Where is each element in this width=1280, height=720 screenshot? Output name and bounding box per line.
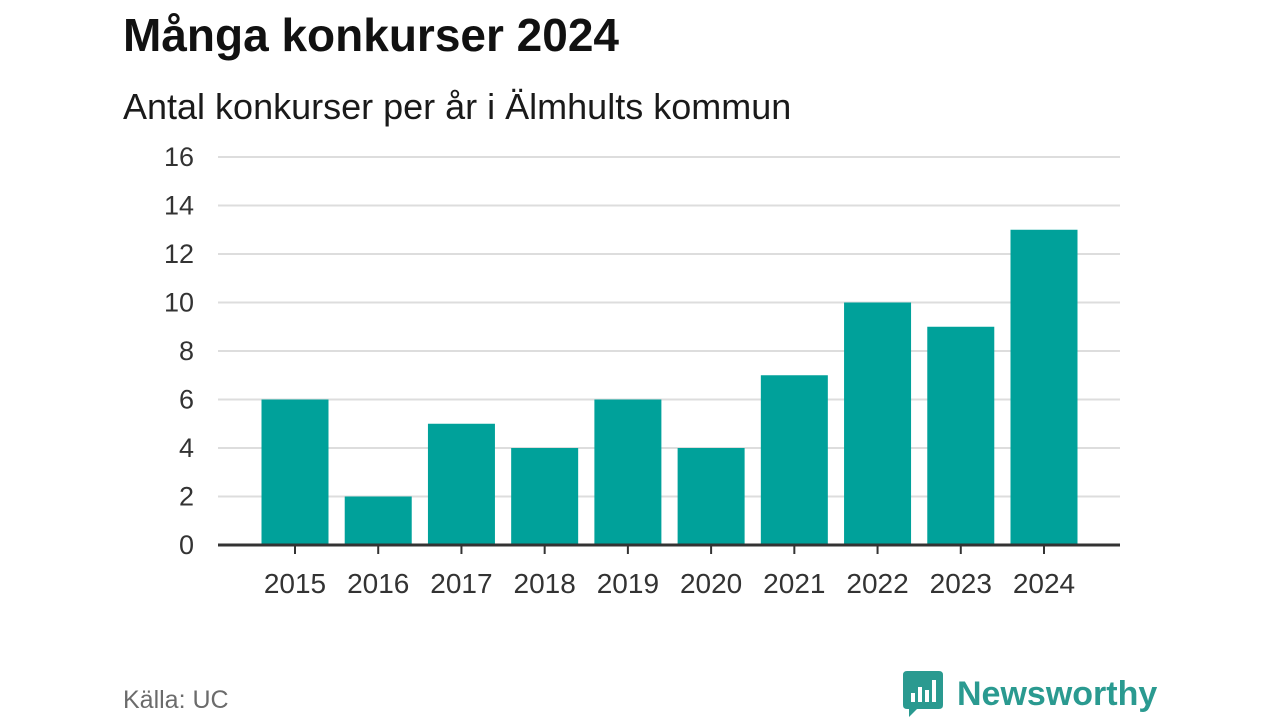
- y-tick-label: 14: [164, 191, 194, 221]
- y-tick-label: 8: [179, 336, 194, 366]
- y-tick-label: 12: [164, 239, 194, 269]
- bar: [760, 375, 828, 545]
- bar: [594, 399, 662, 545]
- y-tick-label: 6: [179, 385, 194, 415]
- x-tick-label: 2022: [846, 568, 908, 599]
- bar-chart: 0 2 4 6 8 10 12 14 16 2015 2016 2017 2018 2019 2020 202…: [164, 142, 1120, 599]
- newsworthy-logo-icon: [903, 671, 943, 717]
- x-tick-label: 2018: [514, 568, 576, 599]
- y-tick-label: 10: [164, 288, 194, 318]
- x-tick-label: 2021: [763, 568, 825, 599]
- x-tick-label: 2015: [264, 568, 326, 599]
- y-tick-label: 16: [164, 142, 194, 172]
- x-tick-label: 2024: [1013, 568, 1075, 599]
- x-tick-label: 2023: [930, 568, 992, 599]
- x-tick-label: 2017: [430, 568, 492, 599]
- bar: [261, 399, 329, 545]
- chart-title: Många konkurser 2024: [123, 9, 620, 61]
- x-tick-label: 2019: [597, 568, 659, 599]
- x-tick-label: 2020: [680, 568, 742, 599]
- chart-subtitle: Antal konkurser per år i Älmhults kommun: [123, 86, 792, 127]
- bar: [677, 448, 745, 545]
- brand-logo: Newsworthy: [903, 670, 1157, 718]
- x-tick-label: 2016: [347, 568, 409, 599]
- bar: [927, 326, 995, 545]
- bar: [344, 496, 412, 545]
- bar: [511, 448, 579, 545]
- bar: [844, 302, 912, 545]
- bar: [1010, 229, 1078, 545]
- y-tick-label: 2: [179, 482, 194, 512]
- source-note: Källa: UC: [123, 686, 229, 714]
- brand-name: Newsworthy: [957, 674, 1158, 713]
- y-tick-label: 0: [179, 530, 194, 560]
- bar: [427, 423, 495, 545]
- y-tick-label: 4: [179, 433, 194, 463]
